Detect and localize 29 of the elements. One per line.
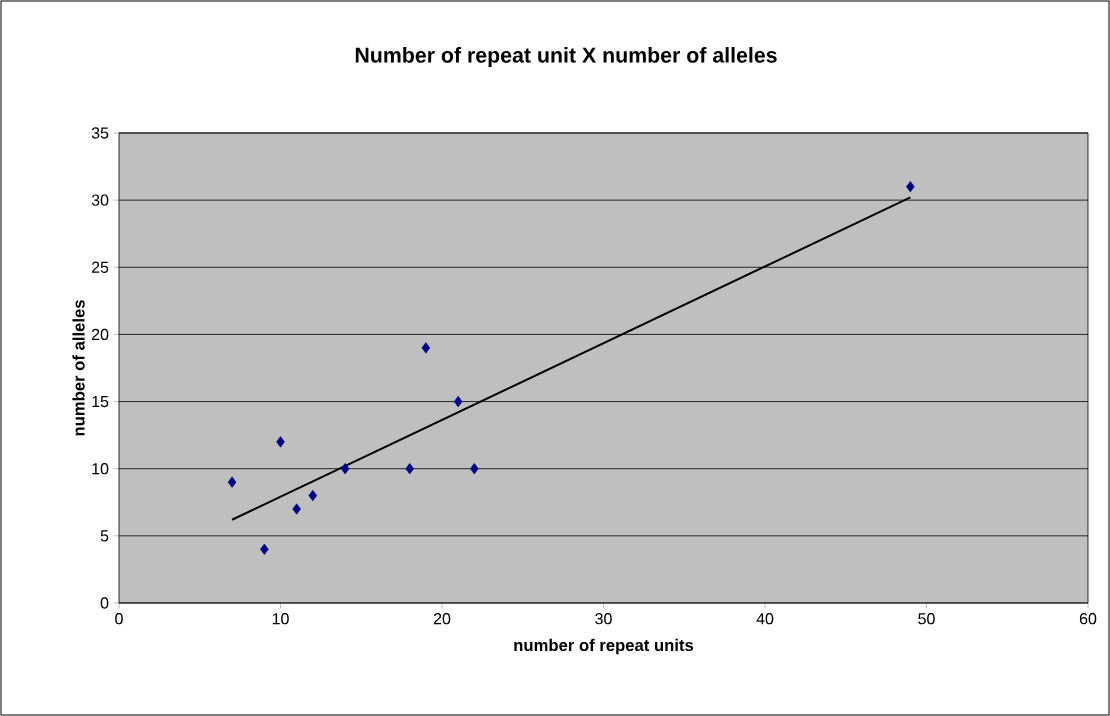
x-tick-label: 20 [433,613,451,625]
y-tick-label: 25 [91,261,109,273]
y-tick-label: 20 [91,328,109,341]
x-tick-label: 30 [595,613,612,625]
point [906,181,915,193]
y-tick-label: 0 [100,597,109,609]
point [308,489,318,502]
x-tick-label: 50 [918,613,935,625]
point [227,476,237,488]
x-tick-label: 10 [272,613,289,625]
y-tick-label: 35 [91,127,109,139]
point [340,463,350,475]
y-axis-title: number of alleles [72,300,85,436]
x-tick-label: 40 [756,613,774,625]
y-tick-label: 10 [92,463,109,475]
x-tick-label: 60 [1079,613,1097,625]
chart-title: Number of repeat unit X number of alleles [355,47,777,67]
point [453,395,463,408]
y-tick-label: 30 [91,194,109,206]
y-tick-label: 5 [100,530,109,542]
x-axis-title: number of repeat units [514,638,694,655]
y-tick-label: 15 [92,395,109,408]
point [260,543,269,555]
point [405,463,414,475]
point [276,436,285,448]
x-tick-label: 0 [115,613,123,625]
point [421,342,431,354]
point [470,463,479,475]
point [292,503,301,515]
